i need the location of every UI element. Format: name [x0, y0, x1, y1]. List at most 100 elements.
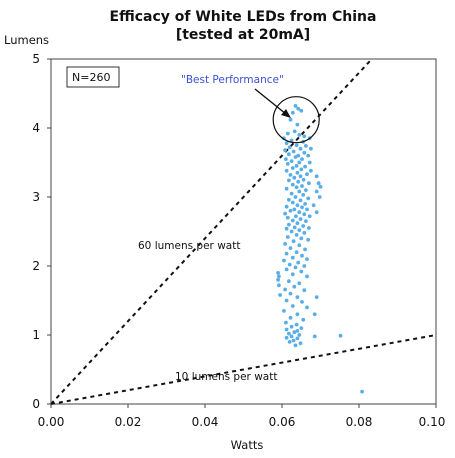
y-tick-label: 1 — [32, 328, 40, 342]
data-point — [289, 334, 294, 339]
sample-size-label: N=260 — [72, 71, 110, 84]
data-point — [295, 122, 300, 127]
reference-line-60 — [50, 58, 373, 405]
data-point — [305, 172, 309, 177]
data-point — [290, 166, 295, 170]
data-point — [318, 184, 323, 189]
data-point — [293, 343, 298, 348]
data-point — [298, 198, 303, 203]
data-point — [312, 334, 317, 339]
data-point — [314, 174, 319, 179]
data-point — [287, 279, 291, 284]
data-point — [298, 217, 303, 222]
data-point — [297, 281, 302, 286]
data-point — [297, 228, 302, 233]
data-point — [287, 145, 292, 150]
best-performance-circle — [272, 96, 320, 144]
data-point — [295, 203, 300, 208]
data-point — [290, 200, 295, 205]
data-point — [291, 239, 296, 244]
data-point — [290, 182, 295, 187]
data-point — [284, 186, 289, 191]
y-tick-label: 2 — [32, 259, 40, 273]
data-point — [307, 214, 312, 219]
data-point — [289, 229, 294, 234]
x-tick-label: 0.06 — [269, 415, 296, 429]
data-point — [296, 106, 301, 111]
data-point — [300, 253, 304, 258]
data-point — [287, 178, 291, 183]
data-point — [284, 251, 289, 256]
data-point — [298, 146, 303, 151]
data-point — [285, 235, 290, 239]
x-tick-label: 0.08 — [346, 415, 373, 429]
data-point — [309, 168, 313, 173]
data-point — [284, 320, 288, 325]
data-point — [299, 326, 304, 330]
data-point — [300, 157, 304, 162]
reference-lines — [50, 58, 437, 405]
data-points — [276, 104, 364, 394]
data-point — [300, 184, 304, 188]
data-point — [289, 324, 294, 329]
data-point — [284, 327, 289, 332]
data-point — [305, 305, 309, 310]
reference-line-10 — [50, 334, 437, 405]
data-point — [293, 195, 298, 199]
data-point — [294, 185, 299, 190]
best-performance-label: "Best Performance" — [181, 74, 284, 86]
data-point — [282, 258, 286, 263]
data-point — [300, 300, 304, 304]
data-point — [303, 164, 307, 169]
data-point — [291, 338, 296, 343]
best-performance-arrow — [254, 88, 287, 115]
data-point — [314, 210, 319, 215]
data-point — [307, 181, 311, 186]
y-tick-label: 4 — [32, 121, 40, 135]
data-point — [302, 288, 307, 293]
data-point — [299, 108, 304, 113]
data-point — [287, 340, 292, 344]
data-point — [284, 168, 289, 173]
data-point — [312, 312, 317, 317]
data-point — [306, 196, 311, 201]
data-point — [295, 170, 300, 175]
data-point — [285, 131, 290, 136]
data-point — [285, 162, 290, 166]
data-point — [289, 159, 294, 164]
data-point — [294, 164, 299, 168]
data-point — [287, 222, 291, 227]
data-point — [277, 283, 281, 288]
arrow-head-icon — [281, 109, 291, 118]
data-point — [314, 295, 319, 299]
data-point — [293, 104, 298, 108]
data-point — [288, 291, 293, 296]
data-point — [302, 231, 307, 235]
data-point — [316, 181, 321, 186]
data-point — [282, 309, 286, 313]
data-point — [301, 224, 306, 228]
data-point — [283, 148, 287, 153]
data-point — [296, 179, 301, 184]
data-point — [300, 205, 304, 210]
data-point — [297, 333, 302, 337]
data-point — [294, 214, 298, 219]
data-point — [284, 204, 289, 209]
y-tick-label: 0 — [32, 397, 40, 411]
data-point — [292, 284, 297, 289]
data-point — [292, 129, 297, 134]
data-point — [317, 195, 322, 199]
data-point — [285, 215, 290, 220]
data-point — [284, 157, 288, 162]
data-point — [287, 197, 291, 202]
data-point — [294, 143, 299, 148]
data-point — [290, 110, 295, 115]
data-point — [297, 160, 302, 165]
data-point — [276, 271, 280, 275]
data-point — [305, 207, 309, 212]
data-point — [306, 153, 311, 158]
x-axis-ticks: 0.00 0.02 0.04 0.06 0.08 0.10 — [38, 404, 445, 429]
data-point — [296, 260, 301, 265]
